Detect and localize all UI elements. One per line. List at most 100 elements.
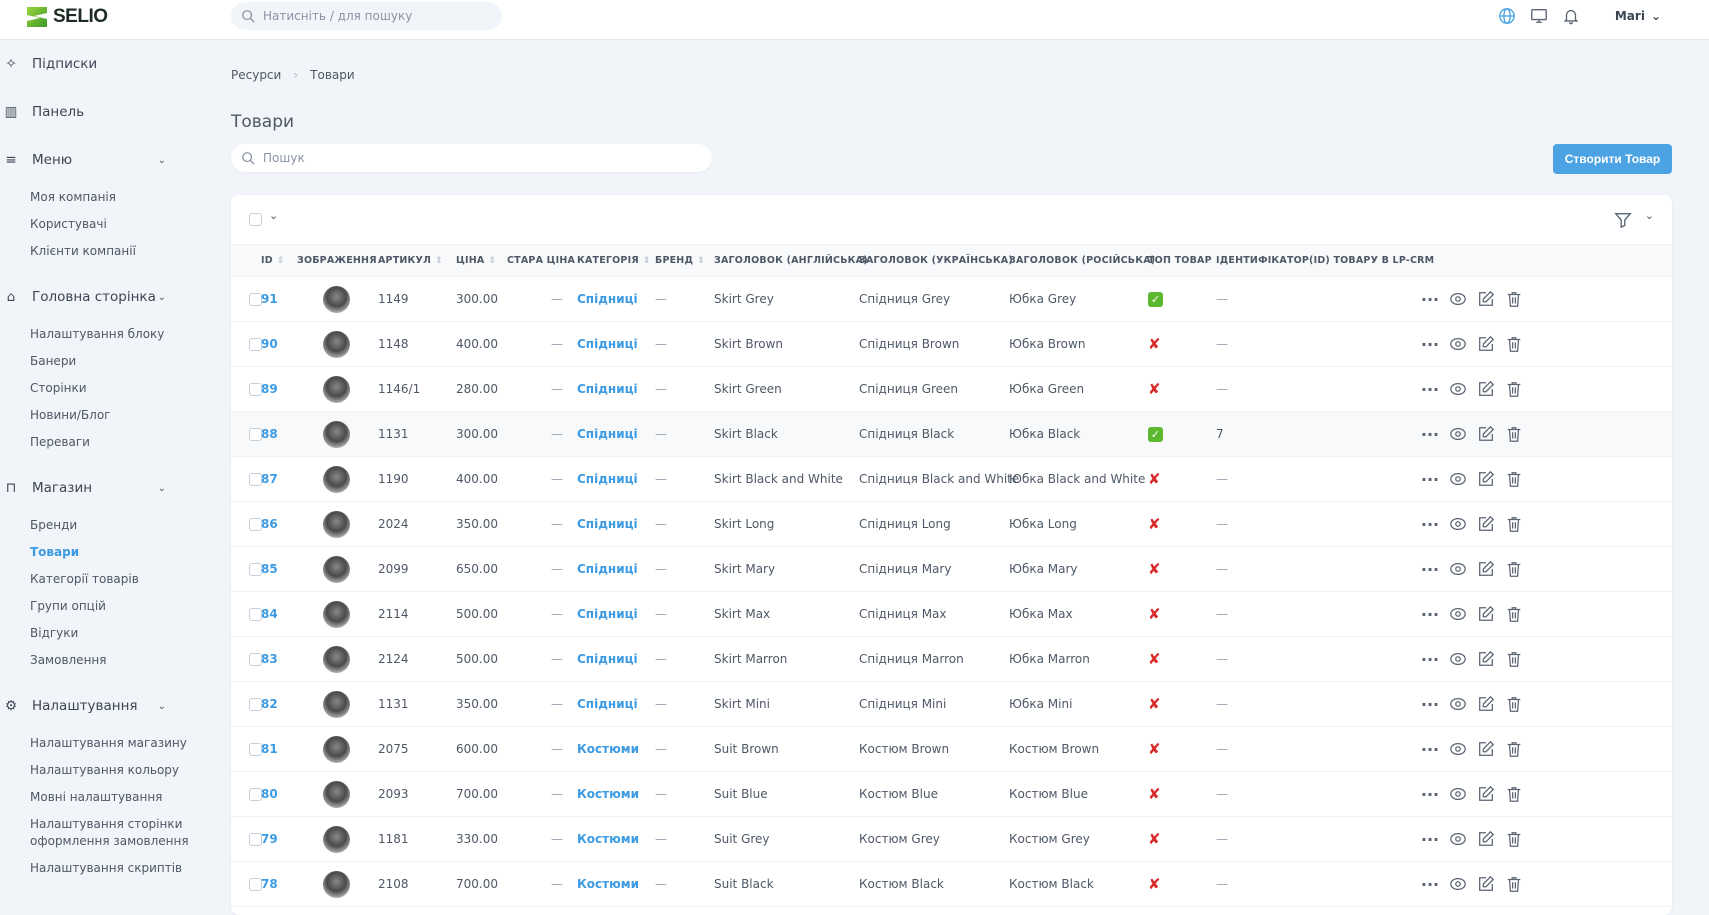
table-row[interactable]: 80 2093 700.00 — Костюми — Suit Blue Костюм Blu… — [231, 772, 1672, 817]
column-header[interactable]: ID ⇕ — [261, 245, 285, 277]
table-row[interactable]: 90 1148 400.00 — Спідниці — Skirt Brown Спідниц… — [231, 322, 1672, 367]
view-icon[interactable] — [1449, 740, 1467, 758]
view-icon[interactable] — [1449, 785, 1467, 803]
table-row[interactable]: 84 2114 500.00 — Спідниці — Skirt Max Спідниця … — [231, 592, 1672, 637]
user-menu[interactable]: Mari ⌄ — [1615, 9, 1661, 23]
row-checkbox[interactable] — [249, 743, 262, 756]
sidebar-item[interactable]: Групи опцій — [30, 599, 106, 613]
view-icon[interactable] — [1449, 650, 1467, 668]
table-row[interactable]: 89 1146/1 280.00 — Спідниці — Skirt Green Спідн… — [231, 367, 1672, 412]
row-checkbox[interactable] — [249, 833, 262, 846]
row-checkbox[interactable] — [249, 428, 262, 441]
sidebar-group-2[interactable]: ≡ Меню ⌄ — [0, 136, 220, 184]
edit-icon[interactable] — [1477, 470, 1495, 488]
edit-icon[interactable] — [1477, 290, 1495, 308]
breadcrumb-resources[interactable]: Ресурси — [231, 68, 282, 82]
delete-icon[interactable] — [1505, 380, 1523, 398]
row-checkbox[interactable] — [249, 293, 262, 306]
sort-icon[interactable]: ⇕ — [642, 256, 651, 266]
sidebar-group-0[interactable]: ✧ Підписки — [0, 40, 220, 88]
category-link[interactable]: Спідниці — [577, 472, 638, 486]
delete-icon[interactable] — [1505, 425, 1523, 443]
bell-icon[interactable] — [1561, 6, 1581, 26]
sort-icon[interactable]: ⇕ — [435, 256, 443, 266]
edit-icon[interactable] — [1477, 830, 1495, 848]
category-link[interactable]: Спідниці — [577, 697, 638, 711]
delete-icon[interactable] — [1505, 290, 1523, 308]
view-icon[interactable] — [1449, 380, 1467, 398]
view-icon[interactable] — [1449, 290, 1467, 308]
view-icon[interactable] — [1449, 470, 1467, 488]
delete-icon[interactable] — [1505, 830, 1523, 848]
row-checkbox[interactable] — [249, 518, 262, 531]
monitor-icon[interactable] — [1529, 6, 1549, 26]
sort-icon[interactable]: ⇕ — [488, 256, 497, 266]
row-checkbox[interactable] — [249, 608, 262, 621]
row-checkbox[interactable] — [249, 383, 262, 396]
more-icon[interactable]: ··· — [1420, 559, 1440, 579]
product-id-link[interactable]: 81 — [261, 742, 278, 756]
view-icon[interactable] — [1449, 335, 1467, 353]
product-id-link[interactable]: 86 — [261, 517, 278, 531]
more-icon[interactable]: ··· — [1420, 739, 1440, 759]
category-link[interactable]: Спідниці — [577, 427, 638, 441]
sidebar-item[interactable]: Налаштування кольору — [30, 763, 180, 777]
column-header[interactable]: ЦІНА ⇕ — [456, 245, 496, 277]
more-icon[interactable]: ··· — [1420, 694, 1440, 714]
column-header[interactable]: АРТИКУЛ ⇕ — [378, 245, 443, 277]
row-checkbox[interactable] — [249, 563, 262, 576]
category-link[interactable]: Костюми — [577, 787, 640, 801]
row-checkbox[interactable] — [249, 473, 262, 486]
product-id-link[interactable]: 89 — [261, 382, 278, 396]
sidebar-item[interactable]: Налаштування блоку — [30, 327, 165, 341]
view-icon[interactable] — [1449, 560, 1467, 578]
more-icon[interactable]: ··· — [1420, 424, 1440, 444]
more-icon[interactable]: ··· — [1420, 604, 1440, 624]
product-id-link[interactable]: 78 — [261, 877, 278, 891]
table-row[interactable]: 79 1181 330.00 — Костюми — Suit Grey Костюм Gre… — [231, 817, 1672, 862]
edit-icon[interactable] — [1477, 875, 1495, 893]
filter-icon[interactable] — [1614, 211, 1632, 229]
create-product-button[interactable]: Створити Товар — [1553, 144, 1672, 174]
table-row[interactable]: 78 2108 700.00 — Костюми — Suit Black Костюм Bl… — [231, 862, 1672, 907]
chevron-down-icon[interactable]: ⌄ — [157, 482, 166, 494]
product-id-link[interactable]: 85 — [261, 562, 278, 576]
product-id-link[interactable]: 80 — [261, 787, 278, 801]
edit-icon[interactable] — [1477, 785, 1495, 803]
delete-icon[interactable] — [1505, 515, 1523, 533]
delete-icon[interactable] — [1505, 335, 1523, 353]
table-row[interactable]: 86 2024 350.00 — Спідниці — Skirt Long Спідниця… — [231, 502, 1672, 547]
product-id-link[interactable]: 87 — [261, 472, 278, 486]
more-icon[interactable]: ··· — [1420, 784, 1440, 804]
sidebar-group-4[interactable]: ⊓ Магазин ⌄ — [0, 464, 220, 512]
delete-icon[interactable] — [1505, 650, 1523, 668]
edit-icon[interactable] — [1477, 695, 1495, 713]
sidebar-item[interactable]: Налаштування скриптів — [30, 861, 183, 875]
category-link[interactable]: Спідниці — [577, 337, 638, 351]
category-link[interactable]: Спідниці — [577, 652, 638, 666]
edit-icon[interactable] — [1477, 740, 1495, 758]
category-link[interactable]: Спідниці — [577, 562, 638, 576]
delete-icon[interactable] — [1505, 695, 1523, 713]
view-icon[interactable] — [1449, 875, 1467, 893]
edit-icon[interactable] — [1477, 560, 1495, 578]
table-row[interactable]: 87 1190 400.00 — Спідниці — Skirt Black and Wh… — [231, 457, 1672, 502]
category-link[interactable]: Спідниці — [577, 607, 638, 621]
delete-icon[interactable] — [1505, 740, 1523, 758]
column-header[interactable]: КАТЕГОРІЯ ⇕ — [577, 245, 651, 277]
more-icon[interactable]: ··· — [1420, 289, 1440, 309]
view-icon[interactable] — [1449, 425, 1467, 443]
chevron-down-icon[interactable]: ⌄ — [269, 209, 279, 222]
category-link[interactable]: Костюми — [577, 832, 640, 846]
sidebar-item[interactable]: Налаштування магазину — [30, 736, 187, 750]
more-icon[interactable]: ··· — [1420, 469, 1440, 489]
more-icon[interactable]: ··· — [1420, 649, 1440, 669]
sidebar-item[interactable]: Відгуки — [30, 626, 79, 640]
edit-icon[interactable] — [1477, 605, 1495, 623]
delete-icon[interactable] — [1505, 605, 1523, 623]
sidebar-item[interactable]: Клієнти компанії — [30, 244, 136, 258]
table-row[interactable]: 81 2075 600.00 — Костюми — Suit Brown Костюм Br… — [231, 727, 1672, 772]
edit-icon[interactable] — [1477, 380, 1495, 398]
more-icon[interactable]: ··· — [1420, 829, 1440, 849]
sidebar-item[interactable]: Налаштування сторінки оформлення замовле… — [30, 817, 189, 848]
